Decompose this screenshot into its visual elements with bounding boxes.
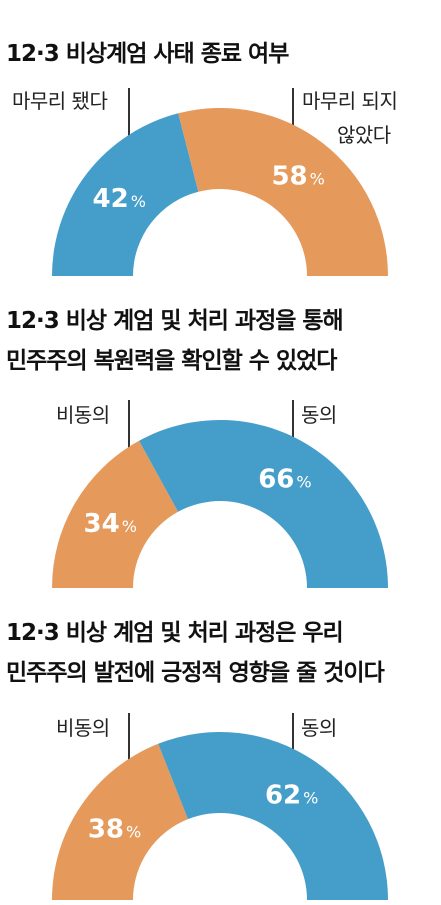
chart1-right-label-line2: 않았다 bbox=[337, 123, 391, 147]
chart3-left-label: 비동의 bbox=[56, 716, 110, 740]
chart3-slice-left-label: 38% bbox=[88, 814, 141, 844]
chart1-right-leader bbox=[292, 88, 294, 150]
chart2-slice-left bbox=[52, 440, 179, 588]
chart2-title-line2: 민주주의 복원력을 확인할 수 있었다 bbox=[6, 348, 337, 374]
chart3-title-line1: 12·3 비상 계엄 및 처리 과정은 우리 bbox=[6, 620, 344, 646]
chart3-slice-right-label: 62% bbox=[265, 781, 318, 811]
chart1-slice-right-label: 58% bbox=[271, 161, 324, 191]
chart2-left-leader bbox=[128, 400, 130, 460]
chart2-left-label: 비동의 bbox=[56, 403, 110, 427]
chart3-slice-left bbox=[52, 743, 188, 900]
chart1-donut: 42 % 58% bbox=[52, 108, 388, 277]
chart2-slice-right-label: 66% bbox=[258, 464, 311, 494]
chart1-left-leader bbox=[128, 88, 130, 150]
chart3-slice-right bbox=[158, 732, 388, 900]
chart1-slice-left-label: 42% bbox=[93, 184, 146, 214]
chart2-donut: 34 % 66% bbox=[52, 420, 388, 588]
chart1-slice-left bbox=[52, 113, 199, 276]
chart3-left-leader bbox=[128, 713, 130, 773]
chart3-title-line2: 민주주의 발전에 긍정적 영향을 줄 것이다 bbox=[6, 660, 385, 686]
chart2-title-line1: 12·3 비상 계엄 및 처리 과정을 통해 bbox=[6, 308, 344, 334]
chart3-right-label: 동의 bbox=[301, 716, 337, 740]
chart1-slice-right bbox=[178, 108, 388, 277]
chart2-right-leader bbox=[292, 400, 294, 460]
chart2-slice-left-label: 34% bbox=[84, 509, 137, 539]
chart2-right-label: 동의 bbox=[301, 403, 337, 427]
chart3-donut: 38 % 62% bbox=[52, 732, 388, 900]
chart1-left-label: 마무리 됐다 bbox=[12, 89, 108, 113]
chart3-right-leader bbox=[292, 713, 294, 773]
chart1-title: 12·3 비상계엄 사태 종료 여부 bbox=[6, 41, 289, 67]
chart1-right-label-line1: 마무리 되지 bbox=[302, 89, 398, 113]
chart2-slice-right bbox=[139, 420, 388, 588]
